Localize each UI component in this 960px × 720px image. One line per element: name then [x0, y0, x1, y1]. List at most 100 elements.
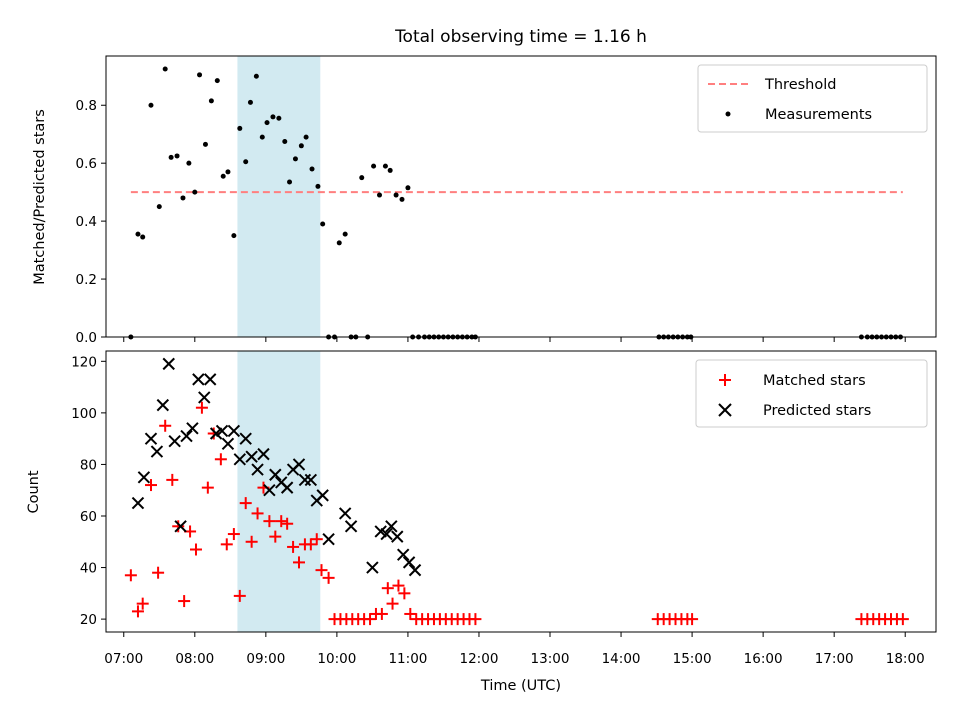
- measurement-point: [231, 233, 237, 239]
- measurement-point: [247, 99, 253, 105]
- measurement-point: [264, 120, 270, 126]
- predicted-star-point: [215, 424, 229, 438]
- x-axis-label: Time (UTC): [480, 678, 561, 694]
- predicted-star-point: [344, 520, 358, 533]
- x-tick-label: 14:00: [602, 651, 641, 667]
- predicted-star-point: [198, 391, 211, 404]
- legend-measurements-label: Measurements: [765, 107, 872, 123]
- measurement-point: [287, 179, 293, 185]
- matched-star-point: [381, 582, 394, 595]
- predicted-star-point: [137, 471, 151, 484]
- matched-star-point: [310, 533, 323, 546]
- measurement-point: [320, 221, 326, 227]
- measurement-point: [156, 204, 162, 210]
- matched-star-point: [166, 473, 179, 486]
- predicted-star-point: [380, 527, 393, 541]
- matched-star-point: [220, 538, 233, 551]
- matched-star-point: [144, 479, 157, 492]
- measurement-point: [377, 192, 383, 198]
- measurement-point: [253, 73, 259, 79]
- matched-star-point: [398, 587, 411, 600]
- measurement-point: [243, 159, 249, 165]
- measurement-point: [259, 134, 265, 140]
- legend-threshold-label: Threshold: [764, 77, 836, 93]
- top-shaded-interval: [237, 56, 321, 337]
- predicted-star-point: [385, 520, 398, 533]
- matched-star-point: [189, 543, 202, 556]
- top-legend: Threshold Measurements: [697, 64, 928, 133]
- top-y-tick-label: 0.4: [76, 214, 97, 230]
- matched-star-point: [201, 481, 214, 494]
- predicted-star-point: [304, 473, 318, 487]
- matched-star-point: [404, 607, 417, 620]
- predicted-star-point: [239, 432, 252, 445]
- matched-star-point: [364, 613, 377, 626]
- predicted-star-point: [168, 435, 181, 448]
- bottom-marks: [124, 357, 909, 626]
- measurement-point: [309, 166, 315, 172]
- matched-star-point: [304, 538, 317, 551]
- matched-star-point: [269, 530, 282, 543]
- measurement-point: [186, 160, 192, 166]
- measurement-point: [237, 125, 243, 131]
- top-panel: 0.0 0.2 0.4 0.6 0.8 Total observing time = 1…: [32, 27, 937, 346]
- predicted-star-point: [396, 548, 410, 561]
- matched-star-point: [322, 571, 335, 584]
- matched-star-point: [292, 556, 305, 569]
- top-y-tick-label: 0.8: [76, 98, 97, 114]
- predicted-star-point: [156, 398, 170, 412]
- matched-star-point: [315, 564, 328, 577]
- matched-star-point: [227, 528, 240, 541]
- x-tick-label: 09:00: [246, 651, 285, 667]
- measurement-point: [371, 163, 377, 169]
- top-legend-box: [697, 64, 928, 133]
- measurement-point: [225, 169, 231, 175]
- predicted-star-point: [233, 453, 247, 466]
- predicted-star-point: [366, 561, 379, 574]
- x-tick-label: 07:00: [104, 651, 143, 667]
- measurement-point: [270, 114, 276, 120]
- measurement-point: [382, 163, 388, 169]
- bottom-y-tick-label: 60: [80, 509, 97, 525]
- top-x-ticks: [123, 337, 906, 342]
- predicted-star-point: [186, 422, 199, 435]
- measurement-point: [342, 231, 348, 237]
- bottom-legend-box: [695, 359, 928, 428]
- matched-star-point: [131, 605, 144, 618]
- x-tick-label: 18:00: [886, 651, 925, 667]
- predicted-star-point: [338, 507, 352, 520]
- predicted-star-point: [245, 450, 258, 463]
- predicted-star-point: [131, 496, 145, 510]
- matched-star-point: [263, 515, 276, 528]
- measurement-point: [282, 138, 288, 144]
- measurement-point: [298, 143, 304, 149]
- top-y-tick-label: 0.2: [76, 272, 97, 288]
- predicted-star-point: [263, 484, 276, 497]
- x-tick-label: 15:00: [673, 651, 712, 667]
- measurement-point: [405, 185, 411, 191]
- predicted-star-point: [221, 437, 235, 451]
- legend-predicted-label: Predicted stars: [763, 403, 871, 419]
- top-marks: [128, 66, 903, 340]
- measurement-point: [148, 102, 154, 108]
- predicted-star-point: [280, 481, 294, 494]
- bottom-y-axis-label: Count: [26, 470, 42, 513]
- matched-star-point: [195, 401, 208, 414]
- matched-star-point: [214, 453, 227, 466]
- measurement-point: [174, 153, 180, 159]
- legend-matched-swatch: [719, 374, 731, 386]
- top-y-ticks: 0.0 0.2 0.4 0.6 0.8: [76, 98, 106, 346]
- matched-star-point: [239, 497, 252, 510]
- predicted-star-point: [251, 463, 264, 476]
- measurement-point: [220, 173, 226, 179]
- x-tick-label: 17:00: [815, 651, 854, 667]
- bottom-y-tick-label: 120: [71, 354, 97, 370]
- matched-star-point: [152, 566, 165, 579]
- bottom-legend: Matched stars Predicted stars: [695, 359, 928, 428]
- measurement-point: [359, 175, 365, 181]
- bottom-shaded-interval: [237, 351, 321, 632]
- matched-star-point: [245, 535, 258, 548]
- legend-measurements-swatch: [725, 111, 731, 117]
- measurement-point: [208, 98, 214, 104]
- matched-star-point: [287, 540, 300, 553]
